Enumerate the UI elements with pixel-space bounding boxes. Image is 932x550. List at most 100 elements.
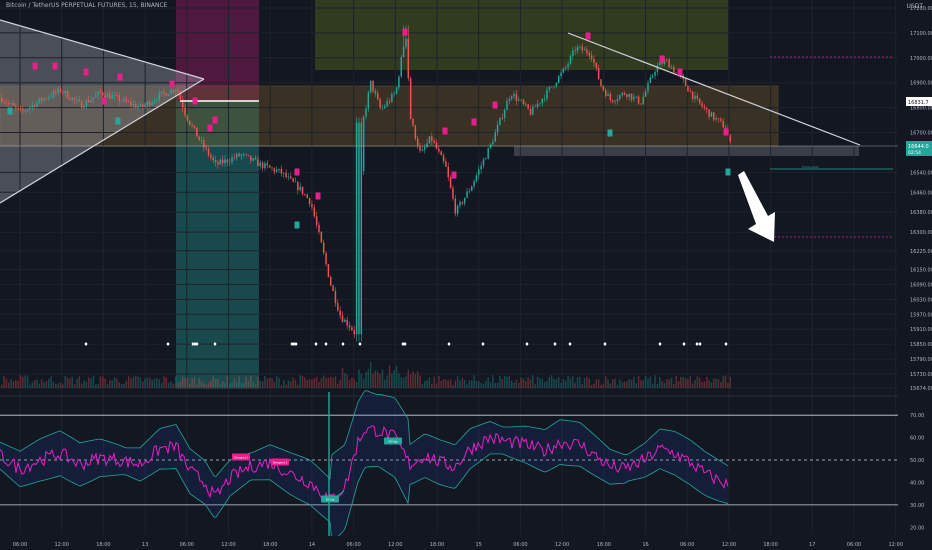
volume-bar <box>602 383 605 388</box>
candle-down <box>308 198 311 204</box>
supply-zone <box>0 85 779 147</box>
volume-bar <box>689 376 692 388</box>
candle-down <box>708 109 710 117</box>
volume-bar <box>492 375 494 388</box>
volume-bar <box>332 377 334 388</box>
candle-down <box>520 99 522 101</box>
price-tick-label: 17100.00 <box>910 31 932 37</box>
volume-bar <box>83 380 85 388</box>
volume-bar <box>722 375 724 388</box>
rsi-tick-label: 20.00 <box>910 525 924 531</box>
time-tick-label: 13 <box>142 542 148 548</box>
volume-bar <box>151 379 153 388</box>
candle-up <box>393 93 395 95</box>
candle-down <box>597 67 600 80</box>
rsi-line <box>0 425 729 501</box>
volume-bar <box>369 361 372 388</box>
candle-down <box>186 115 189 121</box>
candle-down <box>407 38 410 79</box>
volume-bar <box>590 384 593 388</box>
candle-up <box>231 157 233 163</box>
price-tick-label: 16090.00 <box>910 282 932 288</box>
volume-bar <box>607 379 609 388</box>
volume-bar <box>127 375 130 388</box>
time-tick-label: 15 <box>476 542 482 548</box>
event-dot-marker <box>193 342 197 346</box>
volume-bar <box>386 375 388 388</box>
candle-down <box>348 325 351 328</box>
candle-down <box>630 93 633 100</box>
sell-signal-marker <box>402 28 408 36</box>
candle-down <box>181 99 184 108</box>
price-tick-label: 15790.00 <box>910 357 932 363</box>
candle-down <box>438 148 440 152</box>
candle-down <box>339 310 341 316</box>
candle-up <box>466 191 468 198</box>
candle-up <box>621 93 623 96</box>
volume-layer <box>1 361 731 388</box>
time-tick-label: 18:00 <box>263 542 277 548</box>
rsi-tick-label: 60.00 <box>910 436 924 442</box>
candle-up <box>360 122 363 335</box>
volume-bar <box>334 376 337 388</box>
candle-down <box>40 98 43 101</box>
sell-signal-marker <box>207 124 213 132</box>
volume-bar <box>273 381 276 388</box>
volume-bar <box>40 379 43 388</box>
candle-up <box>31 104 34 108</box>
candle-down <box>334 291 337 304</box>
candle-up <box>92 97 95 100</box>
volume-bar <box>379 374 381 388</box>
current-price-text: 16644.0 <box>908 144 929 150</box>
candle-down <box>306 194 308 199</box>
price-tick-label: 16300.00 <box>910 230 932 236</box>
volume-bar <box>555 379 558 388</box>
volume-bar <box>245 376 247 388</box>
volume-bar <box>459 380 461 388</box>
candle-up <box>463 197 466 204</box>
volume-bar <box>322 375 325 388</box>
candle-down <box>257 159 259 167</box>
candle-down <box>593 58 595 63</box>
volume-bar <box>172 383 175 388</box>
volume-bar <box>623 381 626 388</box>
price-tick-label: 16225.00 <box>910 249 932 255</box>
candle-up <box>428 136 431 144</box>
sell-signal-marker <box>471 118 477 126</box>
candle-up <box>487 147 489 159</box>
candle-down <box>330 277 332 286</box>
candle-down <box>179 92 182 100</box>
volume-bar <box>62 384 64 388</box>
volume-bar <box>539 378 541 388</box>
candle-down <box>1 97 3 102</box>
volume-bar <box>675 376 677 388</box>
candle-down <box>271 167 273 169</box>
price-tick-label: 17200.00 <box>910 6 932 12</box>
volume-bar <box>431 383 433 388</box>
price-tick-label: 15970.00 <box>910 312 932 318</box>
volume-bar <box>637 375 640 388</box>
volume-bar <box>238 375 240 388</box>
wedge-upper-line <box>0 19 205 80</box>
event-dot-marker <box>341 342 345 346</box>
candle-up <box>555 82 558 87</box>
candle-up <box>633 96 635 100</box>
candle-down <box>59 88 62 93</box>
volume-bar <box>414 374 417 388</box>
candle-up <box>278 168 280 170</box>
candle-down <box>125 98 128 102</box>
candle-up <box>219 159 222 165</box>
candle-down <box>574 50 576 52</box>
candle-up <box>475 175 478 182</box>
candle-down <box>127 101 130 102</box>
volume-bar <box>346 374 348 388</box>
candle-up <box>614 101 616 102</box>
candle-down <box>177 89 179 93</box>
candle-down <box>461 202 464 204</box>
candle-down <box>19 108 22 110</box>
candle-down <box>189 120 191 125</box>
sell-signal-marker <box>442 127 448 135</box>
volume-bar <box>327 377 330 388</box>
volume-bar <box>283 379 285 388</box>
